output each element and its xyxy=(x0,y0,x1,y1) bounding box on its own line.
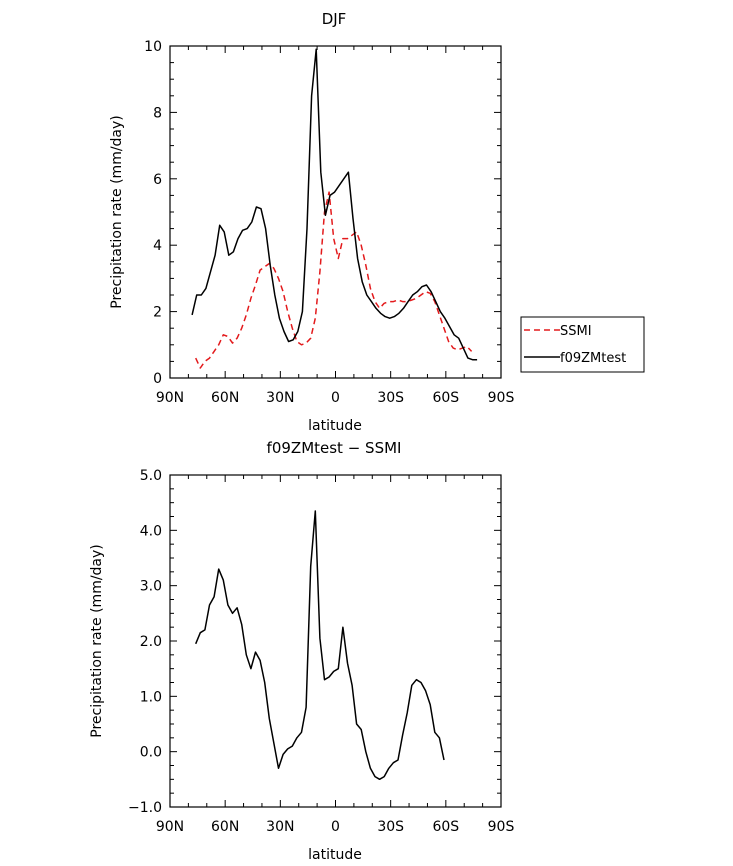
panel2-xlabel: latitude xyxy=(308,847,362,863)
panel2-xtick-label: 90N xyxy=(156,819,184,835)
panel1-xtick-label: 90S xyxy=(488,390,515,406)
panel1-xtick-label: 60S xyxy=(432,390,459,406)
panel1-xtick-label: 30S xyxy=(377,390,404,406)
panel1-series-ssmi xyxy=(195,191,473,369)
legend-label-f09zmtest: f09ZMtest xyxy=(560,351,626,366)
legend-box xyxy=(520,316,645,373)
panel2-series xyxy=(195,510,445,781)
panel2-ytick-label: 2.0 xyxy=(140,634,162,650)
panel2-xtick-label: 90S xyxy=(488,819,515,835)
panel1-tick-labels: 90N 60N 30N 0 30S 60S 90S 0 2 4 6 8 10 xyxy=(144,39,514,406)
panel1-ytick-label: 6 xyxy=(153,172,162,188)
panel2-ticks xyxy=(169,474,502,808)
panel2-xtick-label: 60S xyxy=(432,819,459,835)
panel1-xtick-label: 30N xyxy=(266,390,294,406)
panel2-ytick-label: 0.0 xyxy=(140,745,162,761)
panel1-title: DJF xyxy=(322,10,347,28)
panel1-frame xyxy=(169,45,502,379)
panel2-ylabel: Precipitation rate (mm/day) xyxy=(89,544,105,738)
panel1-ytick-label: 4 xyxy=(153,238,162,254)
panel1-series-f09zmtest xyxy=(191,48,478,361)
legend-label-ssmi: SSMI xyxy=(560,324,592,339)
panel1-ticks xyxy=(169,45,502,379)
panel2-series-difference xyxy=(195,510,445,781)
panel2-frame xyxy=(169,474,502,808)
panel2-ytick-label: 3.0 xyxy=(140,579,162,595)
panel2-ytick-label: 4.0 xyxy=(140,523,162,539)
panel1-xtick-label: 0 xyxy=(331,390,340,406)
panel1-xtick-label: 90N xyxy=(156,390,184,406)
legend: SSMI f09ZMtest xyxy=(520,316,645,373)
panel2-title: f09ZMtest − SSMI xyxy=(267,439,402,457)
panel2-xtick-label: 30S xyxy=(377,819,404,835)
panel2-ytick-label: −1.0 xyxy=(128,800,162,816)
panel2-xtick-label: 30N xyxy=(266,819,294,835)
panel1-ylabel: Precipitation rate (mm/day) xyxy=(109,115,125,309)
panel2-xtick-label: 60N xyxy=(211,819,239,835)
panel1-xtick-label: 60N xyxy=(211,390,239,406)
panel2-xtick-label: 0 xyxy=(331,819,340,835)
panel1-ytick-label: 8 xyxy=(153,105,162,121)
panel2-ytick-label: 1.0 xyxy=(140,689,162,705)
panel1-ytick-label: 0 xyxy=(153,371,162,387)
panel2-tick-labels: 90N 60N 30N 0 30S 60S 90S −1.0 0.0 1.0 2.0 3.0 4.0 5.… xyxy=(128,468,514,835)
panel1-xlabel: latitude xyxy=(308,418,362,434)
panel1-ytick-label: 2 xyxy=(153,305,162,321)
panel1-series xyxy=(191,48,478,369)
panel-difference: f09ZMtest − SSMI 90N 60N 30N 0 30S 60S 90S −1.0… xyxy=(89,439,514,863)
panel2-ytick-label: 5.0 xyxy=(140,468,162,484)
panel1-ytick-label: 10 xyxy=(144,39,162,55)
